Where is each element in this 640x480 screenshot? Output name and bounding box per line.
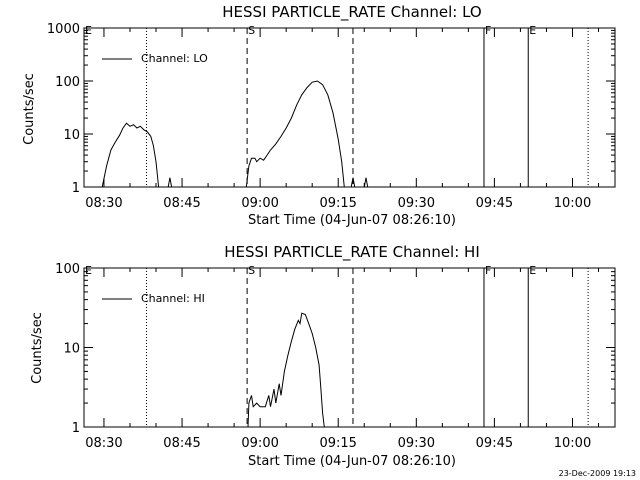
lo-rate-series-line xyxy=(101,122,160,188)
hi-x-tick-label: 09:00 xyxy=(241,436,278,451)
hi-y-tick-label: 100 xyxy=(55,262,80,277)
generated-timestamp: 23-Dec-2009 19:13 xyxy=(559,469,636,478)
hi-event-marker-label: E xyxy=(529,264,536,277)
hi-rate-series-line xyxy=(247,312,325,428)
lo-chart-title: HESSI PARTICLE_RATE Channel: LO xyxy=(222,3,481,22)
hi-event-marker-label: F xyxy=(485,264,491,277)
lo-rate-series-line xyxy=(167,177,173,188)
lo-x-tick-label: 08:45 xyxy=(163,196,200,211)
lo-event-marker-label: F xyxy=(485,24,491,37)
lo-y-tick-label: 1 xyxy=(72,181,80,196)
lo-event-marker-label: E xyxy=(85,24,92,37)
lo-x-axis-label: Start Time (04-Jun-07 08:26:10) xyxy=(248,213,456,228)
lo-y-tick-label: 1000 xyxy=(47,22,80,37)
hi-x-tick-label: 10:00 xyxy=(554,436,591,451)
hi-chart-title: HESSI PARTICLE_RATE Channel: HI xyxy=(224,243,480,262)
hi-x-tick-label: 09:15 xyxy=(319,436,356,451)
lo-event-marker-label: E xyxy=(529,24,536,37)
hi-x-tick-label: 09:45 xyxy=(476,436,513,451)
lo-legend-label: Channel: LO xyxy=(141,52,208,65)
hi-y-axis-label: Counts/sec xyxy=(30,312,45,384)
hi-legend-label: Channel: HI xyxy=(141,292,205,305)
lo-event-marker-label: S xyxy=(248,24,255,37)
lo-x-tick-label: 09:15 xyxy=(319,196,356,211)
hi-y-tick-label: 1 xyxy=(72,421,80,436)
lo-rate-series-line xyxy=(245,80,345,188)
lo-x-tick-label: 09:45 xyxy=(476,196,513,211)
lo-y-tick-label: 10 xyxy=(63,128,80,143)
hi-event-marker-label: E xyxy=(85,264,92,277)
hi-x-tick-label: 08:30 xyxy=(85,436,122,451)
lo-channel-panel: HESSI PARTICLE_RATE Channel: LO Counts/s… xyxy=(22,3,616,228)
lo-x-tick-label: 09:30 xyxy=(398,196,435,211)
hi-channel-panel: HESSI PARTICLE_RATE Channel: HI Counts/s… xyxy=(30,243,616,469)
lo-rate-series-line xyxy=(363,177,369,188)
hi-x-tick-label: 08:45 xyxy=(163,436,200,451)
hi-event-marker-label: S xyxy=(248,264,255,277)
hi-y-tick-label: 10 xyxy=(63,342,80,357)
lo-x-tick-label: 08:30 xyxy=(85,196,122,211)
lo-x-tick-label: 09:00 xyxy=(241,196,278,211)
lo-y-tick-label: 100 xyxy=(55,75,80,90)
lo-rate-series-line xyxy=(350,177,356,188)
hi-x-axis-label: Start Time (04-Jun-07 08:26:10) xyxy=(248,454,456,469)
lo-x-tick-label: 10:00 xyxy=(554,196,591,211)
hi-x-tick-label: 09:30 xyxy=(398,436,435,451)
lo-y-axis-label: Counts/sec xyxy=(22,73,37,145)
